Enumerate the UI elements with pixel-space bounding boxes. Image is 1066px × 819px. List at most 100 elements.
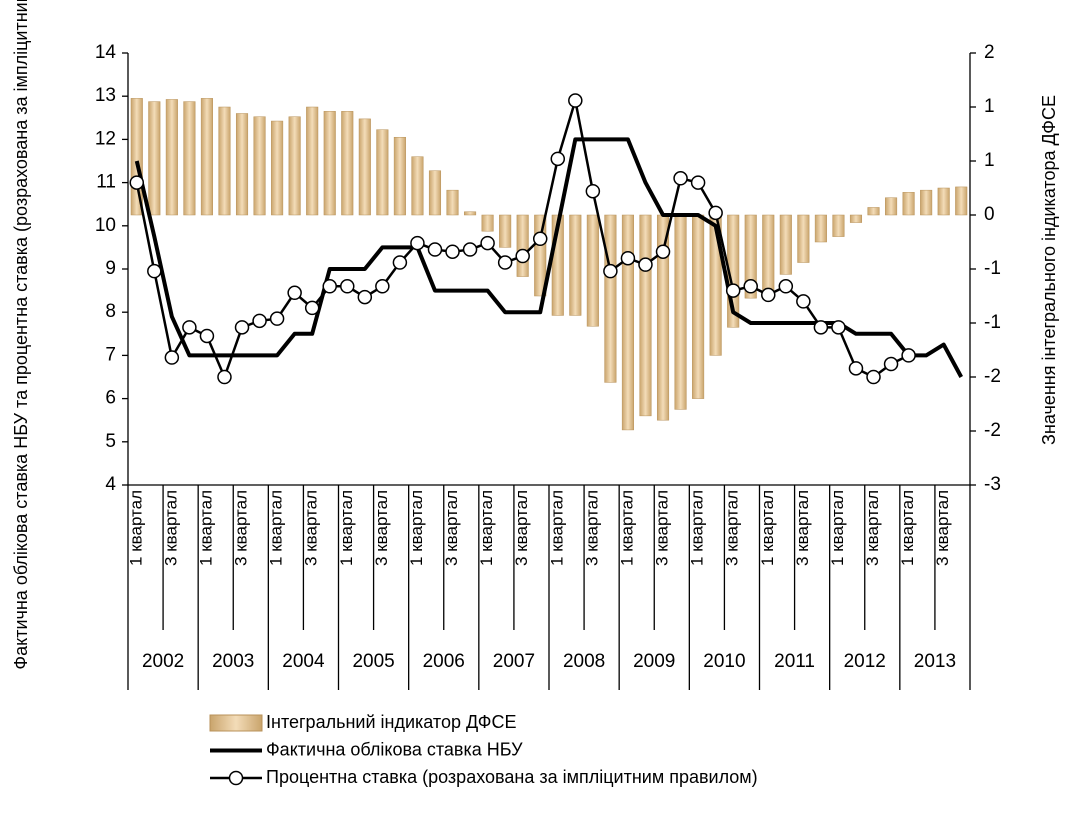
x-tick-label: 1 квартал: [898, 490, 917, 566]
legend-label: Інтегральний індикатор ДФСЕ: [266, 712, 516, 732]
x-tick-label: 1 квартал: [267, 490, 286, 566]
bar: [218, 106, 231, 216]
marker: [147, 263, 162, 279]
marker: [796, 294, 811, 309]
y2-tick-label: 1: [984, 96, 995, 117]
marker: [585, 183, 601, 199]
marker: [375, 279, 390, 294]
year-label: 2013: [914, 651, 956, 672]
y2-tick-label: -1: [984, 258, 1001, 279]
marker: [708, 205, 723, 221]
x-tick-label: 3 квартал: [863, 490, 882, 566]
marker: [603, 263, 618, 279]
bar: [885, 197, 898, 216]
legend-marker: [228, 770, 244, 786]
y2-tick-label: -2: [984, 420, 1001, 441]
marker: [427, 242, 443, 257]
bar: [235, 113, 249, 216]
y-tick-label: 11: [96, 172, 116, 193]
bar: [814, 214, 827, 243]
marker: [550, 151, 566, 167]
year-label: 2002: [142, 651, 184, 672]
marker: [532, 231, 548, 247]
bar: [464, 211, 477, 216]
x-tick-label: 1 квартал: [126, 490, 145, 566]
marker: [761, 287, 776, 303]
x-tick-label: 1 квартал: [477, 490, 496, 566]
x-tick-label: 1 квартал: [758, 490, 777, 566]
year-label: 2004: [282, 651, 325, 672]
marker: [848, 361, 864, 376]
y-tick-label: 13: [95, 85, 116, 106]
x-tick-label: 1 квартал: [828, 490, 847, 566]
marker: [813, 320, 829, 335]
bar: [376, 129, 389, 216]
bar: [621, 214, 634, 431]
bar: [902, 192, 915, 216]
marker: [690, 175, 706, 190]
x-tick-label: 3 квартал: [512, 490, 531, 566]
bar: [762, 214, 775, 297]
bar: [481, 214, 494, 232]
x-tick-label: 3 квартал: [232, 490, 251, 566]
bar: [130, 98, 143, 216]
bar: [586, 214, 599, 327]
y2-tick-label: -1: [984, 312, 1001, 333]
marker: [129, 175, 145, 190]
bar: [148, 101, 161, 216]
marker: [322, 279, 337, 294]
marker: [410, 235, 425, 251]
x-tick-label: 3 квартал: [933, 490, 952, 566]
marker: [568, 93, 583, 108]
marker: [831, 320, 846, 335]
y-tick-label: 4: [105, 474, 116, 495]
bar: [428, 170, 442, 216]
bar: [288, 116, 301, 216]
x-tick-label: 3 квартал: [442, 490, 461, 566]
bar: [955, 186, 968, 216]
y-tick-label: 6: [105, 388, 116, 409]
marker: [778, 279, 794, 294]
bar: [604, 214, 617, 383]
y-tick-label: 5: [105, 431, 116, 452]
x-tick-label: 1 квартал: [547, 490, 566, 566]
year-label: 2006: [423, 651, 465, 672]
marker: [340, 279, 355, 294]
bar: [569, 214, 582, 316]
year-label: 2011: [774, 651, 815, 672]
y2-tick-label: -3: [984, 474, 1001, 495]
bar: [253, 116, 266, 216]
marker: [743, 279, 758, 294]
y-tick-label: 9: [105, 258, 116, 279]
marker: [497, 255, 513, 270]
marker: [287, 285, 302, 301]
y-tick-label: 10: [95, 215, 116, 236]
bar: [516, 214, 529, 277]
marker: [620, 250, 636, 266]
bar: [183, 101, 196, 216]
marker: [866, 369, 881, 385]
y-tick-label: 14: [95, 42, 117, 63]
marker: [304, 300, 320, 316]
marker: [269, 311, 285, 326]
bar: [832, 214, 845, 237]
y2-tick-label: 0: [984, 204, 995, 225]
bar: [411, 156, 424, 216]
bar: [534, 214, 547, 297]
y2-axis-title: Значення інтегрального індикатора ДФСЕ: [1039, 95, 1059, 445]
bar: [744, 214, 757, 299]
bar: [551, 214, 564, 316]
marker: [252, 313, 267, 329]
marker: [480, 235, 495, 251]
bar: [849, 214, 863, 223]
marker: [462, 242, 478, 257]
marker: [234, 320, 250, 335]
x-tick-label: 1 квартал: [688, 490, 707, 566]
marker: [217, 369, 232, 385]
x-tick-label: 3 квартал: [302, 490, 321, 566]
marker: [445, 244, 460, 259]
marker: [655, 244, 671, 259]
bar: [393, 136, 406, 216]
marker: [164, 350, 180, 365]
bar: [306, 106, 319, 216]
